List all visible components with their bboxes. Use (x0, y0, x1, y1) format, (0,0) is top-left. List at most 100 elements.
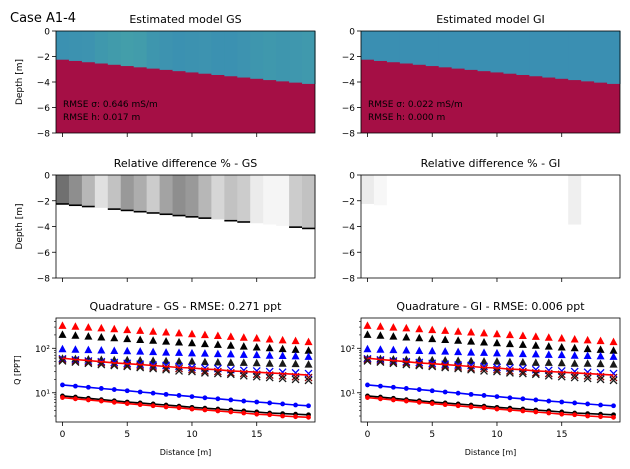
y-tick-label: −8 (37, 130, 51, 140)
x-marker (544, 371, 553, 380)
y-tick-label: 0 (349, 28, 355, 38)
triangle-marker (505, 349, 514, 357)
triangle-marker (480, 337, 489, 346)
diff-cell (581, 175, 595, 226)
x-marker (175, 364, 183, 373)
triangle-marker (97, 346, 106, 354)
triangle-marker (213, 349, 222, 358)
triangle-marker (531, 358, 540, 366)
dot-marker (60, 382, 65, 388)
quadrature-plot (363, 321, 618, 420)
dot-marker (73, 396, 78, 402)
triangle-marker (544, 358, 553, 366)
x-marker (570, 367, 579, 376)
diff-cell (425, 175, 440, 211)
dot-marker (572, 412, 578, 418)
y-tick-label: 10¹ (340, 389, 355, 399)
diff-cell (146, 175, 161, 213)
triangle-marker (609, 360, 618, 368)
triangle-marker (226, 349, 235, 358)
x-tick-label: 10 (186, 430, 198, 440)
top-layer-cell (490, 31, 505, 73)
rmse-annotation: RMSE σ: 0.646 mS/m (63, 100, 158, 110)
diff-cell (224, 175, 238, 221)
dot-marker (455, 403, 461, 409)
dot-marker (611, 403, 616, 409)
panel-title: Relative difference % - GI (421, 157, 561, 170)
series-line (367, 357, 614, 376)
triangle-marker (389, 345, 398, 354)
dot-marker (215, 396, 221, 402)
dot-marker (189, 394, 195, 399)
dot-marker (378, 396, 383, 402)
dot-marker (293, 402, 298, 408)
x-marker (505, 368, 514, 377)
triangle-marker (175, 348, 184, 356)
triangle-marker (304, 337, 313, 346)
triangle-marker (97, 323, 106, 332)
triangle-marker (531, 349, 540, 358)
panel-title: Estimated model GS (129, 13, 241, 26)
y-tick-label: −8 (342, 275, 356, 285)
triangle-marker (363, 330, 372, 338)
top-layer-cell (68, 31, 83, 61)
triangle-marker (239, 350, 248, 358)
triangle-marker (570, 359, 579, 367)
triangle-marker (84, 332, 93, 340)
y-tick-label: −2 (342, 53, 355, 63)
triangle-marker (492, 357, 501, 365)
y-tick-label: −2 (342, 197, 355, 207)
triangle-marker (123, 346, 132, 355)
triangle-marker (389, 332, 398, 340)
rmse-annotation: RMSE h: 0.000 m (368, 113, 445, 123)
triangle-marker (454, 347, 463, 356)
panel-title: Quadrature - GS - RMSE: 0.271 ppt (90, 300, 283, 313)
triangle-marker (557, 358, 566, 367)
dot-marker (306, 403, 311, 409)
y-tick-label: −4 (342, 79, 356, 89)
dot-marker (468, 404, 474, 410)
triangle-marker (389, 323, 398, 331)
case-label: Case A1-4 (10, 11, 76, 26)
x-marker (123, 361, 132, 370)
triangle-marker (454, 336, 463, 344)
y-tick-label: −8 (342, 130, 356, 140)
x-tick-label: 15 (251, 430, 262, 440)
y-tick-label: −4 (37, 79, 51, 89)
top-layer-cell (581, 31, 595, 82)
triangle-marker (467, 348, 476, 356)
dot-marker (111, 399, 117, 405)
x-marker (557, 372, 566, 381)
x-marker (609, 376, 618, 385)
dot-marker (416, 387, 422, 392)
y-tick-label: −6 (37, 249, 51, 259)
dot-marker (572, 400, 578, 406)
x-marker (188, 367, 196, 376)
x-marker (493, 367, 501, 376)
triangle-marker (187, 348, 196, 357)
diff-cell (289, 175, 303, 228)
x-marker (480, 364, 488, 373)
triangle-marker (175, 328, 184, 337)
x-marker (226, 370, 235, 379)
diff-cell (56, 175, 70, 204)
triangle-marker (239, 333, 248, 341)
top-layer-cell (56, 31, 70, 60)
triangle-marker (278, 359, 287, 367)
top-layer-cell (159, 31, 174, 70)
diff-cell (503, 175, 517, 219)
axes-frame (360, 317, 621, 423)
top-layer-cell (81, 31, 96, 63)
dot-marker (559, 399, 565, 405)
x-marker (363, 355, 372, 364)
diff-cell (373, 175, 388, 206)
y-axis-label: Depth [m] (15, 203, 25, 249)
x-marker (583, 368, 592, 377)
triangle-marker (596, 351, 605, 360)
y-tick-label: 0 (44, 172, 50, 182)
triangle-marker (162, 348, 171, 356)
diff-cell (159, 175, 174, 215)
dot-marker (533, 397, 539, 403)
triangle-marker (376, 331, 385, 339)
triangle-marker (278, 335, 287, 344)
